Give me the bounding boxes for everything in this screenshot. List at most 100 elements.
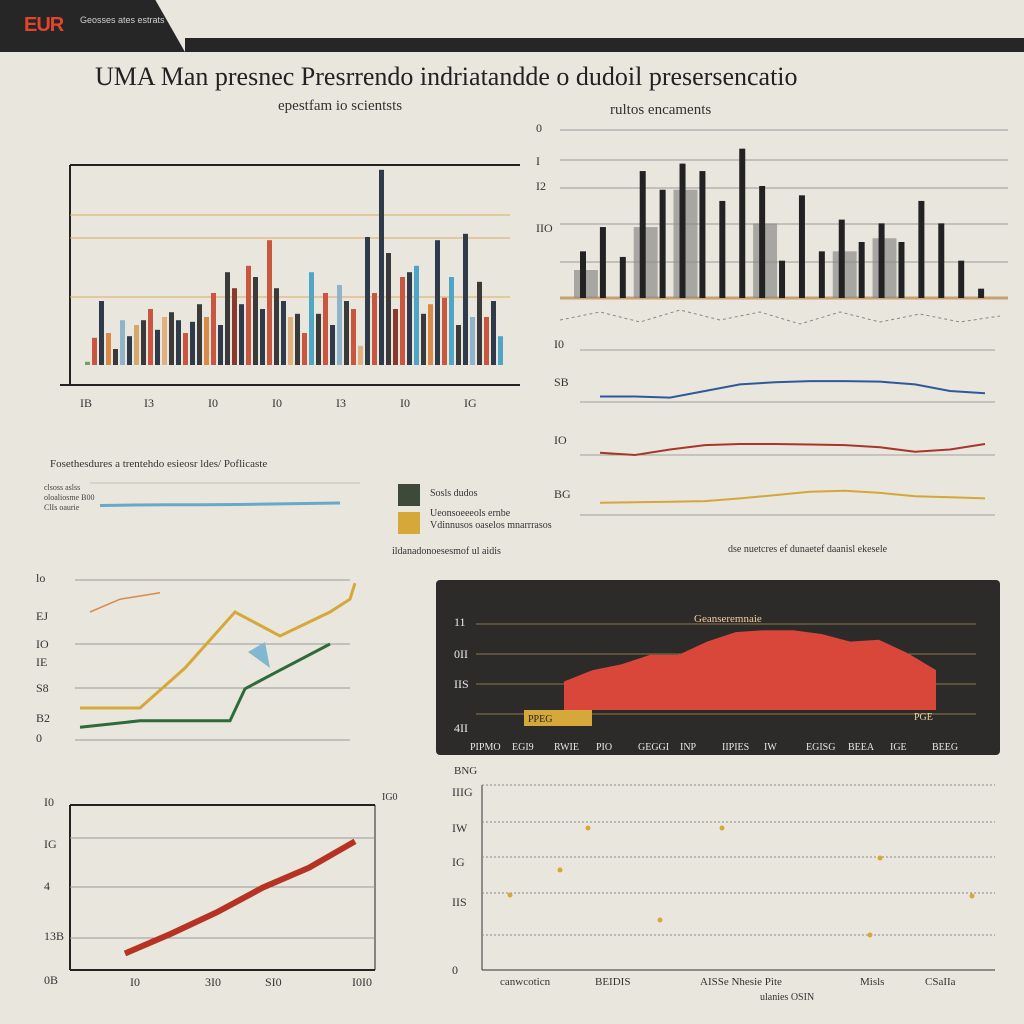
line-chart-middle-right: I0 SB IO BG dse nuetcres ef dunaetef daanisl… [554,337,995,555]
x-tick-6: I0 [400,396,410,410]
bar-51 [435,240,440,365]
bar-12 [798,195,805,298]
y-tick-4: IIO [536,221,553,235]
y-tick-3: 4 [44,879,50,893]
bar-chart-top-right: 0 I I2 IIO [536,121,1008,325]
legend-sub: Vdinnusos oaselos mnarrrasos [430,520,552,531]
bar-34 [316,313,321,365]
bar-19 [211,293,216,365]
bar-16 [190,321,195,365]
scatter-point-2 [585,825,591,831]
scatter-point-8 [557,867,563,873]
corner-label: IG0 [382,792,398,803]
y-label-3: ClIs oaurie [44,503,80,512]
x-tick-2: EGI9 [512,742,534,753]
x-tick-8: IW [764,742,777,753]
x-tick-4: PIO [596,742,612,753]
bar-2 [599,227,606,298]
scatter-point-4 [877,855,883,861]
bar-41 [365,237,370,365]
bar-9 [141,320,146,365]
x-tick-2: I3 [144,396,154,410]
bar-57 [477,281,482,365]
area-fill [564,630,936,710]
bar-19 [938,223,945,298]
y-tick-4: BG [554,487,571,501]
legend-label-2: Ueonsoeeeols ernbe [430,508,511,519]
bar-5 [113,349,118,365]
y-tick-2: 0II [454,647,468,661]
x-tick-5: I3 [336,396,346,410]
bar-1 [85,361,90,365]
y-tick-4: 13B [44,929,64,943]
label-left: PPEG [528,714,552,725]
y-tick-2: IG [44,837,57,851]
bar-14 [176,320,181,365]
chart-title: Fosethesdures a trentehdo esieosr ldes/ … [50,458,267,470]
y-tick-3: IIS [454,677,469,691]
page-title: UMA Man presnec Presrrendo indriatandde … [95,62,798,91]
accent-triangle [248,642,270,668]
bar-6 [120,320,125,365]
bar-37 [337,285,342,365]
bar-28 [274,288,279,365]
scatter-point-6 [657,917,663,923]
bar-7 [127,336,132,365]
y-label-1: clsoss aslss [44,483,80,492]
x-caption: dse nuetcres ef dunaetef daanisl ekesele [728,544,888,555]
bar-1 [580,251,586,298]
bar-11 [155,329,160,365]
bar-10 [759,186,766,298]
legend-label-1: Sosls dudos [430,488,478,499]
bar-44 [386,253,391,365]
bar-15 [858,242,865,298]
bar-53 [449,277,454,365]
logo-subtitle: Geosses ates estrats [80,15,165,25]
bar-4 [639,171,646,298]
bar-8 [134,325,139,365]
x-tick-1: I0 [130,975,140,989]
bar-15 [183,333,188,365]
x-tick-1: canwcoticn [500,976,551,988]
logo[interactable]: EUR [24,14,64,36]
bar-38 [344,301,349,365]
subtitle-left: epestfam io scientsts [278,98,403,114]
header-strip [185,38,1024,52]
x-tick-3: SI0 [265,975,282,989]
subtitle-right: rultos encaments [610,102,712,118]
x-tick-4: I0I0 [352,975,372,989]
bar-45 [393,309,398,365]
bar-58 [484,317,489,365]
bar-13 [169,312,174,365]
y-tick-4: IIS [452,895,467,909]
x-tick-6: INP [680,742,697,753]
bar-48 [414,265,419,365]
bar-20 [958,260,965,298]
bar-29 [281,301,286,365]
legend-swatch-1 [398,484,420,506]
y-tick-1: 0 [536,121,542,135]
bar-30 [288,317,293,365]
y-tick-1: I0 [44,795,54,809]
y-tick-3: IG [452,855,465,869]
bar-13 [818,251,825,298]
x-tick-1: PIPMO [470,742,501,753]
y-tick-5: 0B [44,973,58,987]
bar-8 [719,200,726,298]
bar-21 [978,288,985,298]
bar-17 [197,304,202,365]
bar-23 [239,304,244,365]
line-series-2 [599,443,986,457]
bar-4 [106,333,111,365]
y-tick-3: I2 [536,179,546,193]
x-caption: ulanies OSIN [760,992,814,1003]
x-tick-7: IIPIES [722,742,749,753]
bar-46 [400,277,405,365]
bar-18 [918,200,925,298]
y-label-2: oloaliosme B00 [44,493,94,502]
bar-5 [659,189,666,298]
x-tick-7: IG [464,396,477,410]
bar-12 [162,317,167,365]
bar-27 [267,240,272,365]
y-tick-3: IO [36,637,49,651]
